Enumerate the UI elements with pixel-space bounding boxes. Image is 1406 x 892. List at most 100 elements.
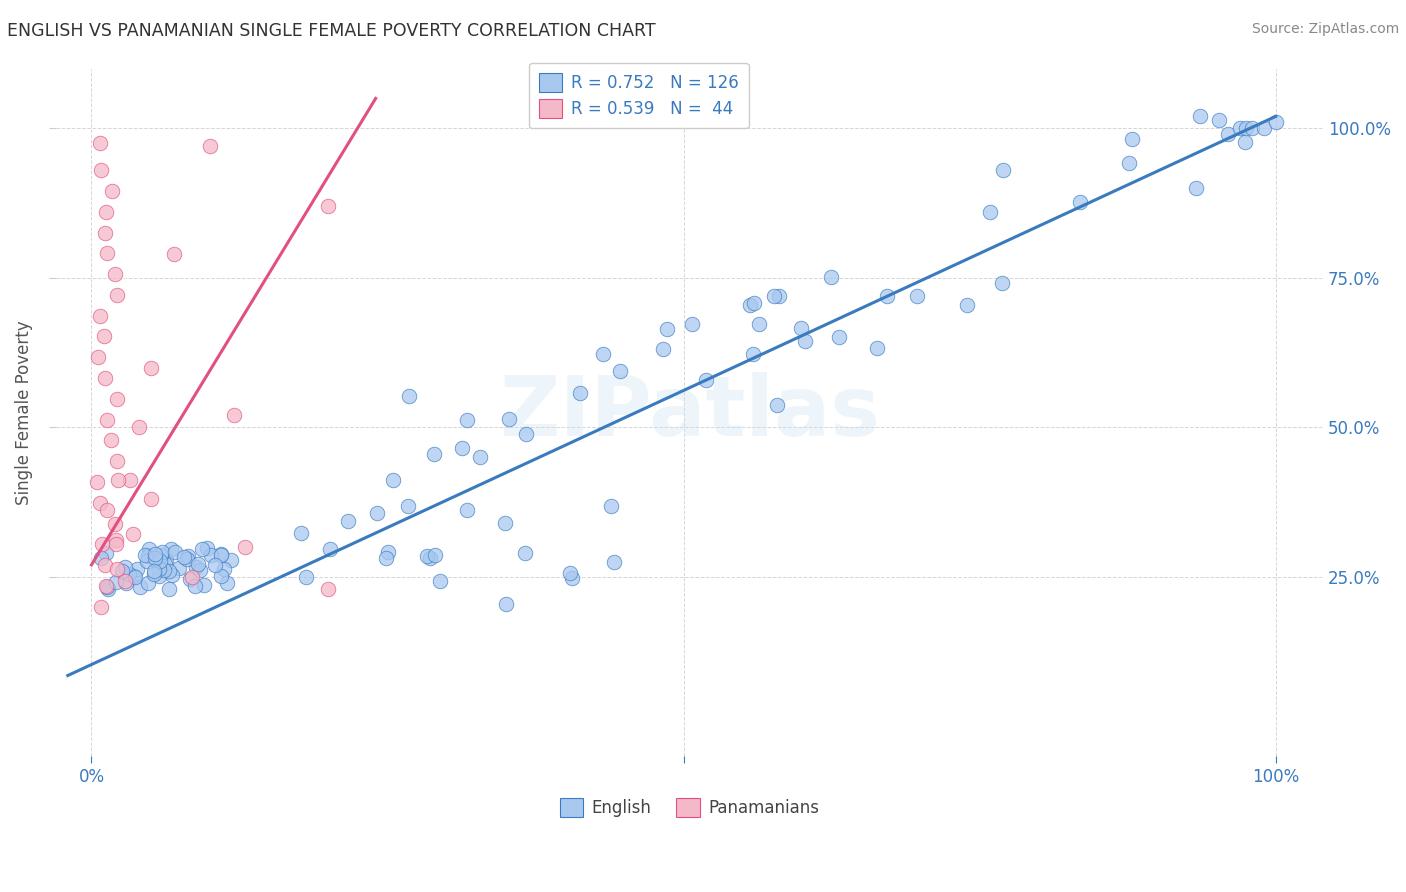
Point <box>1185 181 1208 195</box>
Point <box>136 553 159 567</box>
Point <box>219 552 242 566</box>
Point <box>738 298 761 312</box>
Point <box>89 309 111 323</box>
Y-axis label: Single Female Poverty: Single Female Poverty <box>15 320 32 505</box>
Point <box>155 557 177 571</box>
Point <box>94 579 117 593</box>
Point <box>122 569 145 583</box>
Point <box>96 546 118 560</box>
Point <box>609 364 631 378</box>
Point <box>318 199 340 213</box>
Point <box>149 554 172 568</box>
Point <box>515 546 537 560</box>
Point <box>94 558 117 573</box>
Point <box>96 580 118 594</box>
Point <box>93 371 115 385</box>
Point <box>366 506 388 520</box>
Point <box>94 204 117 219</box>
Point <box>143 551 166 566</box>
Point <box>318 582 340 596</box>
Text: ZIPatlas: ZIPatlas <box>499 372 880 453</box>
Point <box>193 578 215 592</box>
Point <box>763 289 786 303</box>
Point <box>820 270 842 285</box>
Point <box>139 360 162 375</box>
Point <box>115 576 138 591</box>
Point <box>153 562 176 576</box>
Point <box>163 247 186 261</box>
Point <box>86 475 108 489</box>
Point <box>423 446 446 460</box>
Point <box>748 317 770 331</box>
Point <box>318 542 340 557</box>
Point <box>655 322 678 336</box>
Point <box>495 597 517 611</box>
Point <box>1118 155 1140 169</box>
Point <box>145 548 167 562</box>
Point <box>337 514 360 528</box>
Point <box>1233 135 1256 149</box>
Point <box>89 136 111 151</box>
Point <box>377 545 399 559</box>
Point <box>179 572 201 586</box>
Point <box>652 343 675 357</box>
Point <box>209 547 232 561</box>
Point <box>1208 113 1230 128</box>
Point <box>104 516 127 531</box>
Point <box>215 576 238 591</box>
Legend: English, Panamanians: English, Panamanians <box>553 791 825 823</box>
Point <box>191 542 214 557</box>
Point <box>90 163 112 178</box>
Point <box>105 288 128 302</box>
Point <box>129 580 152 594</box>
Point <box>470 450 492 464</box>
Point <box>451 441 474 455</box>
Point <box>184 579 207 593</box>
Point <box>105 533 128 548</box>
Point <box>456 412 478 426</box>
Point <box>382 473 405 487</box>
Point <box>456 503 478 517</box>
Point <box>125 562 148 576</box>
Point <box>122 526 145 541</box>
Point <box>124 570 146 584</box>
Point <box>794 334 817 348</box>
Point <box>142 564 165 578</box>
Point <box>118 567 141 582</box>
Point <box>560 566 582 580</box>
Point <box>290 526 312 541</box>
Point <box>876 289 898 303</box>
Text: ENGLISH VS PANAMANIAN SINGLE FEMALE POVERTY CORRELATION CHART: ENGLISH VS PANAMANIAN SINGLE FEMALE POVE… <box>7 22 655 40</box>
Point <box>134 549 156 563</box>
Point <box>768 289 790 303</box>
Point <box>114 560 136 574</box>
Point <box>105 562 128 576</box>
Point <box>198 139 221 153</box>
Point <box>90 550 112 565</box>
Point <box>184 559 207 574</box>
Point <box>742 296 765 310</box>
Point <box>188 563 211 577</box>
Point <box>111 564 134 578</box>
Point <box>905 289 928 303</box>
Point <box>209 569 232 583</box>
Point <box>429 574 451 588</box>
Point <box>104 267 127 281</box>
Point <box>128 420 150 434</box>
Point <box>695 373 717 387</box>
Point <box>146 552 169 566</box>
Point <box>165 545 187 559</box>
Point <box>114 574 136 589</box>
Point <box>498 412 520 426</box>
Text: Source: ZipAtlas.com: Source: ZipAtlas.com <box>1251 22 1399 37</box>
Point <box>160 568 183 582</box>
Point <box>991 163 1014 178</box>
Point <box>600 500 623 514</box>
Point <box>790 321 813 335</box>
Point <box>865 341 887 355</box>
Point <box>568 385 591 400</box>
Point <box>173 549 195 564</box>
Point <box>515 427 537 442</box>
Point <box>100 434 122 448</box>
Point <box>176 551 198 566</box>
